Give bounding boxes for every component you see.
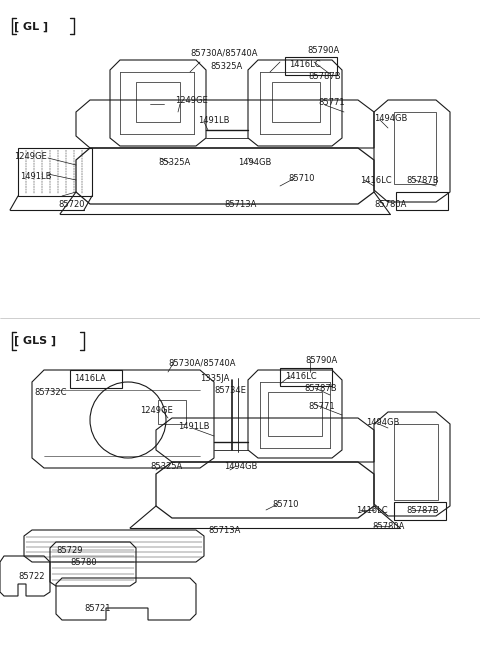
Text: [ GL ]: [ GL ]	[14, 22, 48, 32]
Text: 85325A: 85325A	[210, 62, 242, 71]
Text: 1416LC: 1416LC	[360, 176, 392, 185]
Text: 85790A: 85790A	[307, 46, 339, 55]
Text: 1491LB: 1491LB	[178, 422, 209, 431]
Text: 85734E: 85734E	[214, 386, 246, 395]
Text: 1249GE: 1249GE	[14, 152, 47, 161]
Text: 85722: 85722	[18, 572, 45, 581]
Text: 85771: 85771	[308, 402, 335, 411]
Text: 85787B: 85787B	[406, 176, 439, 185]
Bar	[136, 82, 180, 122]
Text: 1494GB: 1494GB	[224, 462, 257, 471]
Text: 85730A/85740A: 85730A/85740A	[190, 48, 257, 57]
Text: 85713A: 85713A	[224, 200, 256, 209]
Text: 85730A/85740A: 85730A/85740A	[168, 358, 236, 367]
Text: 1494GB: 1494GB	[238, 158, 271, 167]
Text: 1491LB: 1491LB	[20, 172, 51, 181]
Bar	[70, 370, 122, 388]
Text: 1416LC: 1416LC	[285, 372, 317, 381]
Text: 85713A: 85713A	[208, 526, 240, 535]
Text: 1491LB: 1491LB	[198, 116, 229, 125]
Text: 1494GB: 1494GB	[366, 418, 399, 427]
Text: [ GLS ]: [ GLS ]	[14, 336, 56, 346]
Text: 85780A: 85780A	[372, 522, 404, 531]
Bar	[280, 368, 332, 386]
Text: 1494GB: 1494GB	[374, 114, 408, 123]
Text: 1249GE: 1249GE	[175, 96, 208, 105]
Text: 85787B: 85787B	[308, 72, 341, 81]
Text: 85780A: 85780A	[374, 200, 407, 209]
Text: 85771: 85771	[318, 98, 345, 107]
Text: 1335JA: 1335JA	[200, 374, 229, 383]
Text: 85325A: 85325A	[150, 462, 182, 471]
Text: 85721: 85721	[84, 604, 110, 613]
Text: 85729: 85729	[56, 546, 83, 555]
Bar	[158, 400, 186, 424]
Text: 85710: 85710	[288, 174, 314, 183]
Bar	[285, 57, 337, 75]
Bar	[268, 392, 322, 436]
Text: 85780: 85780	[70, 558, 96, 567]
Text: 1249GE: 1249GE	[140, 406, 173, 415]
Text: 85710: 85710	[272, 500, 299, 509]
Text: 85732C: 85732C	[34, 388, 67, 397]
Text: 1416LA: 1416LA	[74, 374, 106, 383]
Text: 1416LC: 1416LC	[289, 60, 321, 69]
Text: 85790A: 85790A	[305, 356, 337, 365]
Text: 85720: 85720	[58, 200, 84, 209]
Text: 85325A: 85325A	[158, 158, 190, 167]
Text: 85787B: 85787B	[406, 506, 439, 515]
Text: 1416LC: 1416LC	[356, 506, 388, 515]
Bar	[394, 112, 436, 184]
Bar	[394, 502, 446, 520]
Text: 85787B: 85787B	[304, 384, 336, 393]
Bar	[272, 82, 320, 122]
Bar	[394, 424, 438, 500]
Bar	[396, 192, 448, 210]
